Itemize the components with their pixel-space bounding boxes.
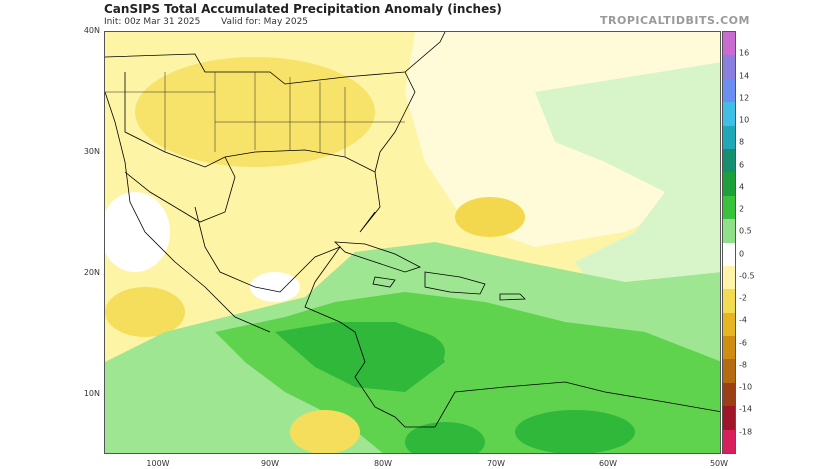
colorbar-label: 16 (739, 48, 750, 58)
colorbar-label: 0.5 (739, 226, 752, 236)
zero-area-yucatan (250, 272, 300, 302)
light-green-spot (555, 90, 595, 114)
colorbar-cell (723, 429, 735, 454)
colorbar-cell (723, 32, 735, 56)
lon-label-60w: 60W (598, 459, 618, 468)
lon-label-50w: 50W (709, 459, 729, 468)
brand-watermark: TROPICALTIDBITS.COM (600, 14, 750, 27)
colorbar-label: 14 (739, 71, 750, 81)
colorbar-cell (723, 125, 735, 149)
colorbar-label: -8 (739, 360, 747, 370)
colorbar-label: -4 (739, 315, 747, 325)
colorbar-cell (723, 289, 735, 313)
colorbar-label: 6 (739, 160, 745, 170)
colorbar-label: 0 (739, 249, 745, 259)
colorbar-cell (723, 102, 735, 126)
lat-label-10n: 10N (83, 389, 100, 398)
map-title: CanSIPS Total Accumulated Precipitation … (104, 2, 502, 16)
colorbar-label: 4 (739, 182, 745, 192)
colorbar-label: 10 (739, 115, 750, 125)
zero-area-mexico (105, 192, 170, 272)
colorbar-label: -2 (739, 293, 747, 303)
colorbar-label: -18 (739, 427, 753, 437)
colorbar-label: -10 (739, 382, 753, 392)
colorbar-cell (723, 406, 735, 430)
dry-area-east-pacific (290, 410, 360, 453)
wet-core-caribbean (365, 330, 445, 374)
coastlines (105, 32, 720, 428)
colorbar-label: 12 (739, 93, 750, 103)
lon-label-80w: 80W (373, 459, 393, 468)
colorbar-cell (723, 148, 735, 173)
colorbar-cell (723, 219, 735, 243)
colorbar (722, 31, 736, 454)
lon-label-90w: 90W (260, 459, 280, 468)
lon-label-100w: 100W (146, 459, 170, 468)
lat-label-30n: 30N (83, 147, 100, 156)
colorbar-label: -6 (739, 338, 747, 348)
colorbar-label: 2 (739, 204, 745, 214)
colorbar-cell (723, 359, 735, 383)
dry-area-atlantic (455, 197, 525, 237)
colorbar-cell (723, 55, 735, 79)
colorbar-cell (723, 195, 735, 220)
colorbar-cell (723, 312, 735, 337)
colorbar-cell (723, 265, 735, 290)
colorbar-cell (723, 172, 735, 196)
init-time: Init: 00z Mar 31 2025 (104, 17, 201, 27)
wet-core-colombia (405, 422, 485, 453)
wet-core-south-america (515, 410, 635, 453)
dry-area-pacific-west (105, 287, 185, 337)
colorbar-label: 8 (739, 137, 745, 147)
colorbar-cell (723, 78, 735, 103)
map-canvas (105, 32, 720, 453)
colorbar-cell (723, 382, 735, 407)
colorbar-label: -14 (739, 404, 753, 414)
colorbar-cell (723, 242, 735, 266)
lon-label-70w: 70W (486, 459, 506, 468)
colorbar-cell (723, 336, 735, 360)
lat-label-40n: 40N (83, 26, 100, 35)
colorbar-label: -0.5 (739, 271, 755, 281)
state-borders (105, 72, 405, 157)
valid-time: Valid for: May 2025 (221, 17, 309, 27)
anomaly-map (104, 31, 721, 454)
lat-label-20n: 20N (83, 268, 100, 277)
